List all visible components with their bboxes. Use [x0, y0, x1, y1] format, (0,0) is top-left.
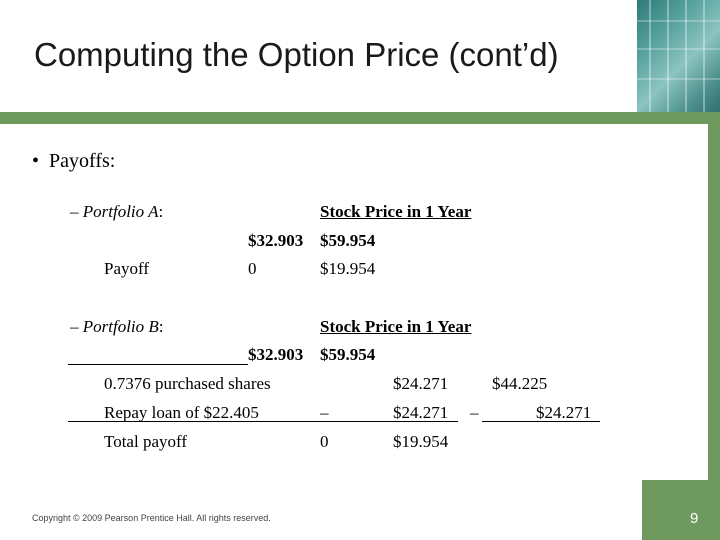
portfolio-b-row-high: $44.225: [492, 374, 548, 393]
header-divider: [0, 112, 720, 124]
portfolio-b-price-low: $32.903: [248, 345, 304, 364]
header-band: [0, 0, 720, 112]
portfolio-a-header: Stock Price in 1 Year: [320, 202, 472, 221]
bullet-text: Payoffs:: [49, 150, 116, 172]
portfolio-b-row-low: $24.271: [393, 374, 449, 393]
copyright-footer: Copyright © 2009 Pearson Prentice Hall. …: [32, 513, 271, 523]
portfolio-b-row-underline: [482, 421, 600, 422]
slide-title: Computing the Option Price (cont’d): [34, 36, 559, 73]
page-number: 9: [690, 510, 699, 527]
right-accent-bar: [708, 118, 720, 540]
portfolio-b-row-low: $19.954: [393, 432, 449, 451]
portfolio-a-row-label: Payoff: [104, 259, 150, 278]
portfolio-b-row-label: Total payoff: [104, 432, 187, 451]
portfolio-a-price-low: $32.903: [248, 231, 304, 250]
colon: :: [158, 317, 164, 336]
portfolio-b-name: Portfolio B: [82, 317, 159, 336]
portfolio-b-row-low: $24.271: [393, 403, 449, 422]
portfolio-b-row-label: 0.7376 purchased shares: [104, 374, 271, 393]
portfolio-a-label: – Portfolio A:: [70, 202, 163, 222]
portfolio-a-price-high: $59.954: [320, 231, 376, 250]
bullet-icon: •: [32, 150, 50, 172]
portfolio-b-price-high: $59.954: [320, 345, 376, 364]
page-number-box: [642, 480, 708, 540]
colon: :: [158, 202, 164, 221]
portfolio-b-leader-rule: [68, 364, 248, 365]
portfolio-b-row-sign-low: –: [320, 403, 329, 422]
dash: –: [70, 317, 79, 336]
portfolio-b-row-high: $24.271: [536, 403, 592, 422]
portfolio-b-row-underline: [68, 421, 458, 422]
portfolio-a-name: Portfolio A: [82, 202, 159, 221]
portfolio-b-row-label: Repay loan of $22.405: [104, 403, 259, 422]
portfolio-b-header: Stock Price in 1 Year: [320, 317, 472, 336]
portfolio-a-payoff-high: $19.954: [320, 259, 376, 278]
portfolio-b-row-sign-high: –: [470, 403, 479, 422]
portfolio-a-payoff-low: 0: [248, 259, 257, 278]
portfolio-b-row-sign-low: 0: [320, 432, 329, 451]
portfolio-b-label: – Portfolio B:: [70, 317, 164, 337]
header-photo: [637, 0, 720, 118]
bullet-payoffs: • Payoffs:: [32, 150, 115, 173]
dash: –: [70, 202, 79, 221]
